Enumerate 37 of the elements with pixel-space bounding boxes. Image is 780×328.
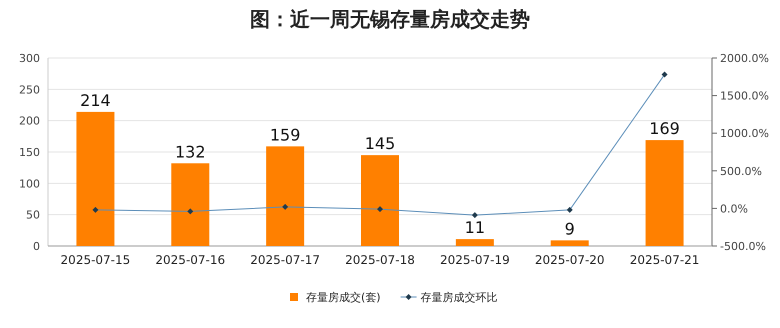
- data-label: 169: [649, 119, 680, 138]
- y-tick-label: 100: [19, 177, 40, 190]
- y-tick-label: 0: [33, 240, 40, 253]
- data-label: 145: [364, 134, 396, 154]
- data-label: 132: [175, 142, 206, 162]
- data-label: 159: [270, 125, 300, 144]
- bar: [550, 240, 589, 246]
- x-tick-label: 2025-07-15: [60, 253, 130, 267]
- x-tick-label: 2025-07-20: [534, 253, 605, 267]
- y-tick-label: 150: [19, 146, 40, 159]
- y-tick-label: 300: [19, 52, 40, 65]
- bar: [76, 112, 114, 246]
- bar: [646, 140, 684, 246]
- data-label: 11: [464, 218, 486, 238]
- bar: [361, 155, 399, 246]
- y2-tick-label: 500.0%: [720, 164, 762, 178]
- bar: [456, 239, 494, 246]
- y-tick-label: 200: [19, 114, 40, 128]
- x-tick-label: 2025-07-17: [250, 253, 320, 267]
- x-tick-label: 2025-07-16: [155, 253, 226, 267]
- y-tick-label: 250: [19, 83, 40, 96]
- data-label: 9: [564, 219, 575, 238]
- bar: [266, 146, 304, 246]
- x-tick-label: 2025-07-19: [440, 253, 510, 267]
- y2-tick-label: 1000.0%: [720, 127, 769, 140]
- y2-tick-label: 0.0%: [720, 202, 748, 216]
- legend-label: 存量房成交环比: [420, 291, 498, 304]
- chart-title: 图：近一周无锡存量房成交走势: [250, 7, 530, 31]
- x-tick-label: 2025-07-18: [345, 253, 415, 267]
- data-label: 214: [80, 90, 111, 110]
- bar: [171, 163, 210, 246]
- y2-tick-label: 2000.0%: [720, 52, 769, 65]
- x-tick-label: 2025-07-21: [630, 253, 700, 267]
- y2-tick-label: -500.0%: [720, 240, 766, 253]
- y-tick-label: 50: [26, 208, 40, 222]
- y2-tick-label: 1500.0%: [720, 90, 769, 103]
- legend-label: 存量房成交(套): [306, 291, 381, 304]
